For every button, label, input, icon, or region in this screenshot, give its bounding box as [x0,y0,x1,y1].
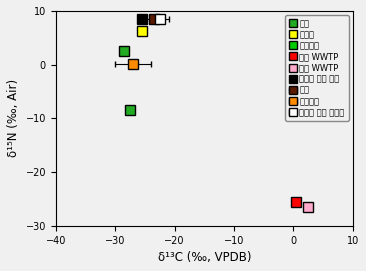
Legend: 낙엽, 발토양, 수변식생, 영연 WWTP, 금호 WWTP, 금호강 상류 강우, 퇴비, 산림토양, 금호강 상류 비강우: 낙엽, 발토양, 수변식생, 영연 WWTP, 금호 WWTP, 금호강 상류 … [285,15,349,121]
X-axis label: δ¹³C (‰, VPDB): δ¹³C (‰, VPDB) [158,251,251,264]
Y-axis label: δ¹⁵N (‰, Air): δ¹⁵N (‰, Air) [7,79,20,157]
